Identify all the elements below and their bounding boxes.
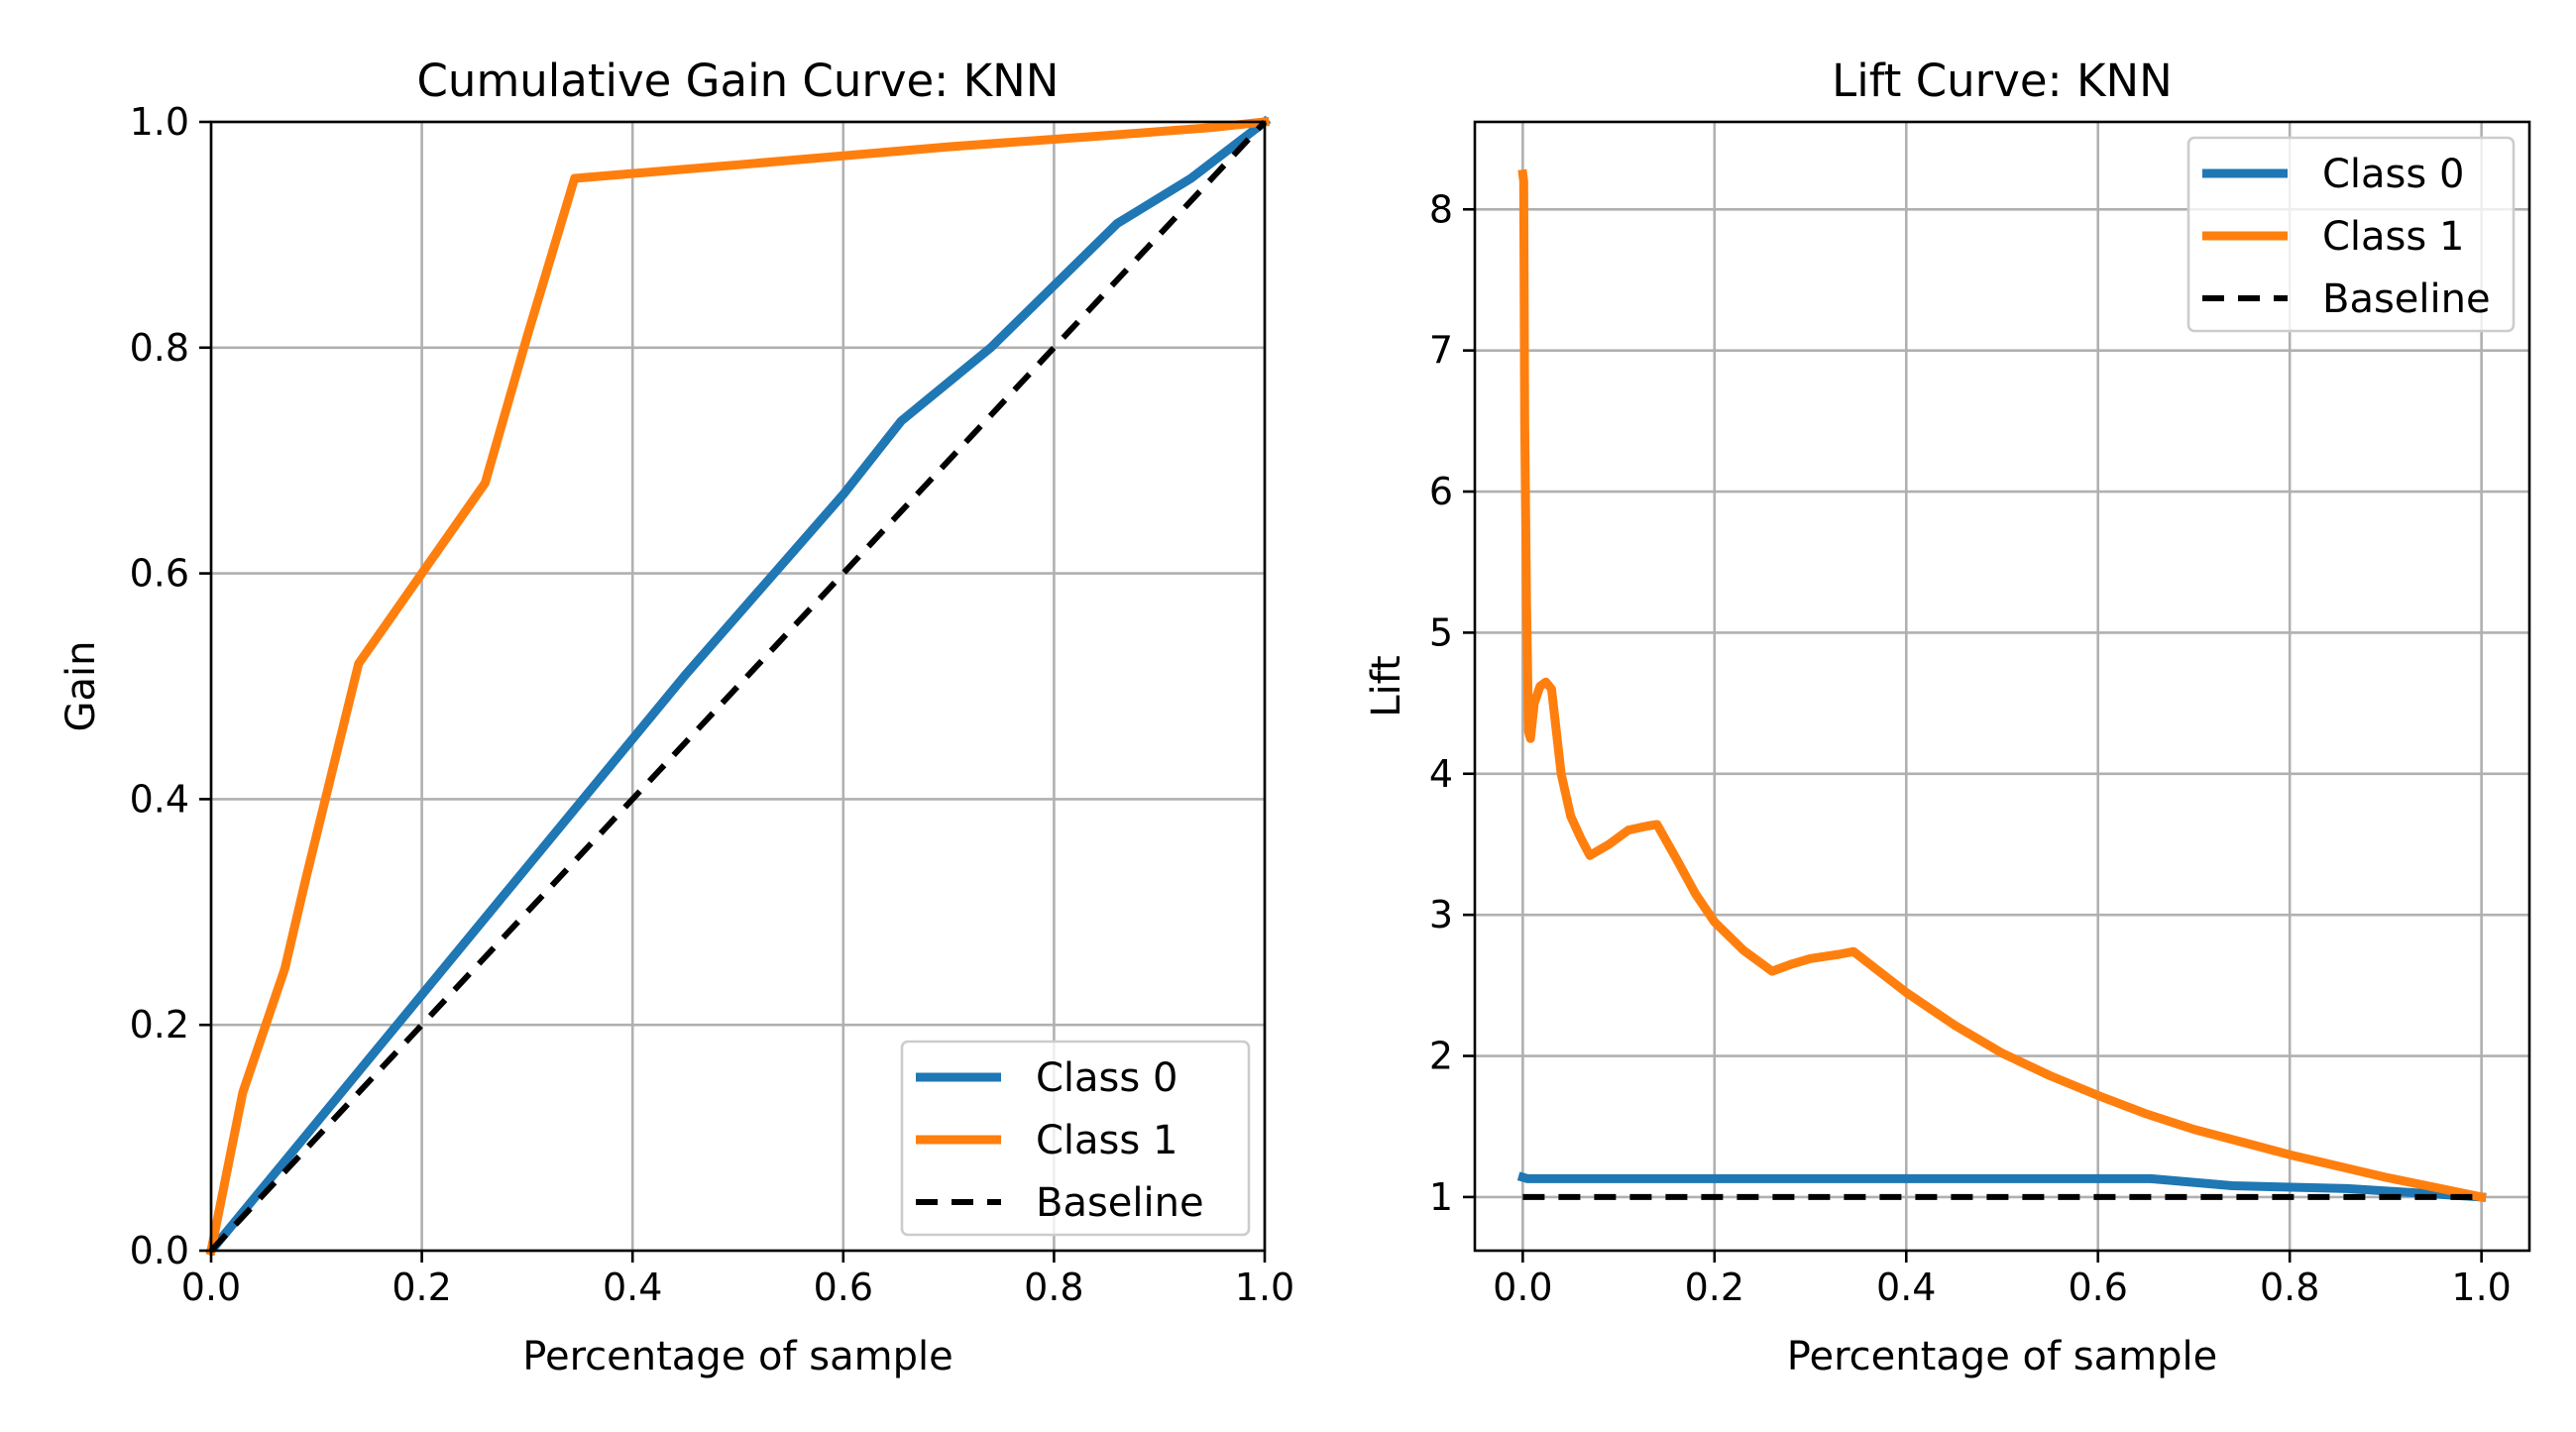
chart-title: Cumulative Gain Curve: KNN [417,55,1060,107]
legend-label: Baseline [1036,1180,1204,1226]
x-tick-label: 0.0 [181,1266,241,1309]
x-tick-label: 0.8 [1024,1266,1083,1309]
y-tick-label: 0.0 [130,1229,189,1272]
y-tick-label: 1.0 [130,100,189,144]
x-tick-label: 0.2 [1685,1266,1744,1309]
y-axis-label: Lift [1364,655,1409,716]
x-tick-label: 1.0 [1235,1266,1294,1309]
legend-label: Baseline [2322,276,2491,322]
x-tick-label: 1.0 [2451,1266,2511,1309]
plot-frame [1473,120,2531,1253]
x-tick-label: 0.0 [1493,1266,1552,1309]
y-axis-label: Gain [58,641,104,732]
x-tick-label: 0.2 [392,1266,451,1309]
series-line-class-0 [1516,1171,2487,1202]
chart-panel-2: 0.0 0.2 0.4 0.6 0.8 1.0 1 2 3 4 5 6 7 8 Lift Curve: KN… [1364,55,2531,1379]
legend-label: Class 1 [2322,214,2464,260]
series-group [204,115,1272,1258]
y-tick-label: 1 [1429,1175,1453,1219]
legend-box [900,1040,1251,1237]
series-group [1516,168,2487,1203]
series-line-class-1 [1517,168,2487,1203]
legend-box [2186,136,2516,333]
legend-label: Class 0 [1036,1055,1177,1101]
x-tick-label: 0.4 [603,1266,662,1309]
x-tick-label: 0.6 [2069,1266,2128,1309]
y-tick-label: 8 [1429,187,1453,231]
legend: Class 0 Class 1 Baseline [900,1040,1251,1237]
series-line-class-0 [204,115,1272,1258]
series-line-baseline [208,119,1268,1254]
x-axis-label: Percentage of sample [1787,1334,2217,1379]
legend-label: Class 0 [2322,152,2464,197]
legend: Class 0 Class 1 Baseline [2186,136,2516,333]
y-tick-label: 5 [1429,610,1453,654]
y-tick-label: 4 [1429,752,1453,796]
y-tick-label: 0.2 [130,1003,189,1046]
x-tick-label: 0.8 [2260,1266,2319,1309]
x-tick-label: 0.4 [1876,1266,1936,1309]
x-axis-label: Percentage of sample [522,1334,952,1379]
x-tick-label: 0.6 [814,1266,873,1309]
legend-label: Class 1 [1036,1118,1177,1163]
y-tick-label: 3 [1429,893,1453,936]
y-tick-label: 0.4 [130,777,189,821]
y-tick-label: 7 [1429,329,1453,373]
y-tick-label: 0.6 [130,552,189,596]
y-tick-label: 0.8 [130,326,189,370]
series-line-class-1 [205,117,1270,1257]
chart-panel-1: 0.0 0.2 0.4 0.6 0.8 1.0 0.0 0.2 0.4 0.6 0.8 1.0 Cumu… [58,55,1294,1379]
chart-title: Lift Curve: KNN [1832,55,2173,107]
y-tick-label: 6 [1429,470,1453,513]
y-tick-label: 2 [1429,1035,1453,1078]
plot-frame [209,120,1267,1253]
